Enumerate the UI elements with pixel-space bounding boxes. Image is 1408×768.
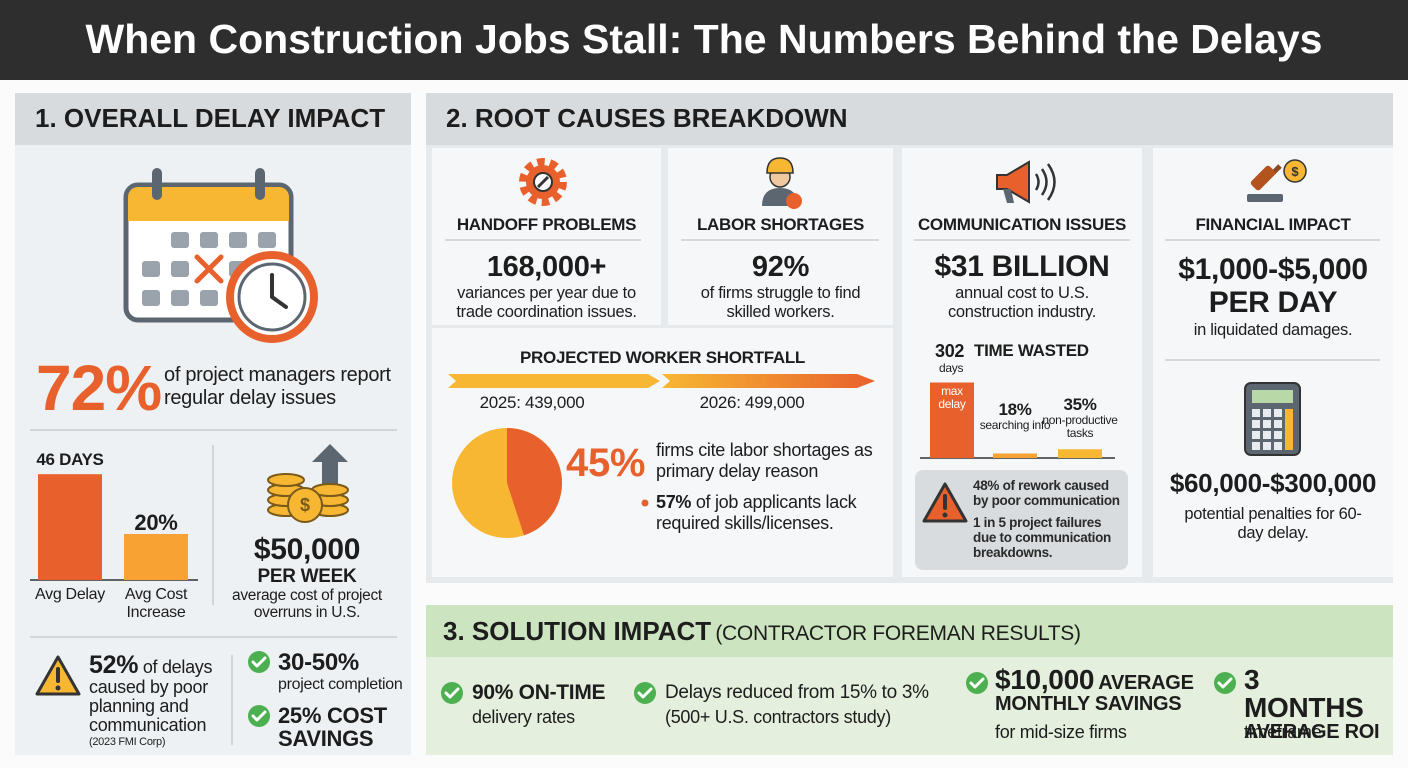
bar-value-label: 302 (935, 341, 965, 361)
shortfall-title: PROJECTED WORKER SHORTFALL (520, 348, 805, 367)
bar (993, 453, 1037, 458)
solution-text: timeframe (1244, 722, 1322, 742)
cost-text: average cost of project overruns in U.S. (232, 587, 382, 622)
solution-bold: $10,000 (995, 664, 1095, 695)
gear-icon (519, 158, 567, 206)
bar-category: searching info (979, 417, 1051, 432)
column-title: COMMUNICATION ISSUES (917, 215, 1127, 234)
stat: 72% (36, 352, 162, 424)
bar (1058, 449, 1102, 458)
warning-icon (922, 482, 968, 523)
column-text: annual cost to U.S. construction industr… (947, 284, 1097, 321)
planning-note: 52% of delays caused by poor planning an… (89, 652, 229, 748)
bar (124, 534, 188, 580)
result-bold: 30-50% (278, 649, 359, 676)
section-3-header (426, 605, 1393, 657)
column-panel (1153, 148, 1393, 577)
page-title: When Construction Jobs Stall: The Number… (85, 16, 1323, 62)
gavel-icon: $ (1247, 159, 1307, 202)
bar-value-label: 20% (134, 510, 178, 535)
svg-text:$: $ (1291, 164, 1299, 179)
column-stat: 168,000+ (486, 251, 607, 283)
result-bold: 25% COST SAVINGS (278, 703, 387, 752)
bar-value-label: 46 DAYS (36, 450, 104, 470)
pie-label: 45% (566, 441, 646, 485)
pie-text: firms cite labor shortages as primary de… (656, 440, 873, 481)
solution-note: (500+ U.S. contractors study) (665, 707, 891, 727)
stat-text: of project managers report regular delay… (164, 364, 391, 409)
bullet (641, 499, 649, 507)
column-text: of firms struggle to find skilled worker… (700, 284, 861, 321)
section-heading: 1. OVERALL DELAY IMPACT (35, 103, 386, 133)
cost-value: $50,000 (253, 533, 361, 566)
column-text: variances per year due to trade coordina… (456, 284, 637, 321)
bar (38, 474, 102, 580)
time-wasted-unit: days (939, 361, 964, 375)
warning-icon (35, 655, 81, 696)
title-bar (0, 0, 1408, 80)
pie-slice (507, 428, 562, 536)
worker-icon (762, 157, 802, 209)
solution-headline: 3 MONTHS AVERAGE ROI (1244, 664, 1384, 743)
section-heading: 3. SOLUTION IMPACT (CONTRACTOR FOREMAN R… (443, 616, 1081, 647)
separators (30, 239, 1380, 745)
check-marks (251, 656, 1233, 722)
calculator-icon (1244, 382, 1301, 456)
svg-text:$: $ (300, 495, 310, 515)
bar (930, 382, 974, 458)
result-text: project completion (278, 676, 403, 693)
bar-category: Avg Delay (35, 586, 105, 603)
penalty-value: $60,000-$300,000 (1169, 468, 1377, 498)
column-stat: $1,000-$5,000 PER DAY (1178, 253, 1368, 319)
charts (38, 382, 1102, 580)
applicants-stat: 57% (656, 492, 692, 512)
section-heading: 2. ROOT CAUSES BREAKDOWN (446, 103, 848, 133)
planning-stat: 52% (89, 651, 139, 679)
bar-category: max delay (938, 383, 966, 412)
coins-icon: $ (267, 444, 349, 523)
planning-source: (2023 FMI Corp) (89, 735, 166, 748)
column-title: LABOR SHORTAGES (696, 215, 865, 234)
solution-text: delivery rates (472, 707, 575, 727)
applicants-note: 57% of job applicants lack required skil… (656, 492, 888, 533)
bar-category: Avg Cost Increase (124, 586, 188, 621)
time-wasted-title: TIME WASTED (974, 341, 1089, 360)
shortfall-arrows (448, 374, 875, 388)
shortfall-point: 2025: 439,000 (479, 393, 585, 412)
warning-text: 48% of rework caused by poor communicati… (973, 478, 1120, 509)
solution-bold: 3 MONTHS (1244, 664, 1364, 723)
solution-bold-small: AVERAGE ROI (1244, 721, 1380, 743)
solution-text: Delays reduced from 15% to 3% (665, 682, 929, 703)
solution-bold-small: AVERAGE MONTHLY SAVINGS (995, 672, 1194, 715)
warning-text: 1 in 5 project failures due to communica… (973, 515, 1112, 561)
cost-unit: PER WEEK (257, 566, 357, 587)
column-text: in liquidated damages. (1193, 321, 1353, 339)
column-stat: $31 BILLION (934, 250, 1110, 283)
applicants-text: of job applicants lack required skills/l… (656, 492, 857, 533)
column-title: FINANCIAL IMPACT (1195, 215, 1351, 234)
column-stat: 92% (751, 251, 810, 283)
shortfall-point: 2026: 499,000 (699, 393, 805, 412)
megaphone-icon (996, 160, 1056, 204)
solution-bold: 90% ON-TIME (472, 681, 606, 704)
bar-value-label: 18% (998, 399, 1032, 419)
section-1-header (15, 93, 411, 145)
calendar-icon (123, 168, 318, 343)
solution-headline: $10,000 AVERAGE MONTHLY SAVINGS (995, 664, 1195, 715)
bar-category: non-productive tasks (1042, 413, 1118, 441)
penalty-text: potential penalties for 60-day delay. (1184, 505, 1362, 542)
solution-text: for mid-size firms (995, 722, 1127, 742)
bar-value-label: 35% (1063, 395, 1097, 415)
section-subheading: (CONTRACTOR FOREMAN RESULTS) (715, 622, 1081, 645)
column-title: HANDOFF PROBLEMS (456, 215, 637, 234)
planning-text: of delays caused by poor planning and co… (89, 657, 213, 736)
section-heading-main: 3. SOLUTION IMPACT (443, 616, 712, 646)
section-2-header (426, 93, 1393, 145)
